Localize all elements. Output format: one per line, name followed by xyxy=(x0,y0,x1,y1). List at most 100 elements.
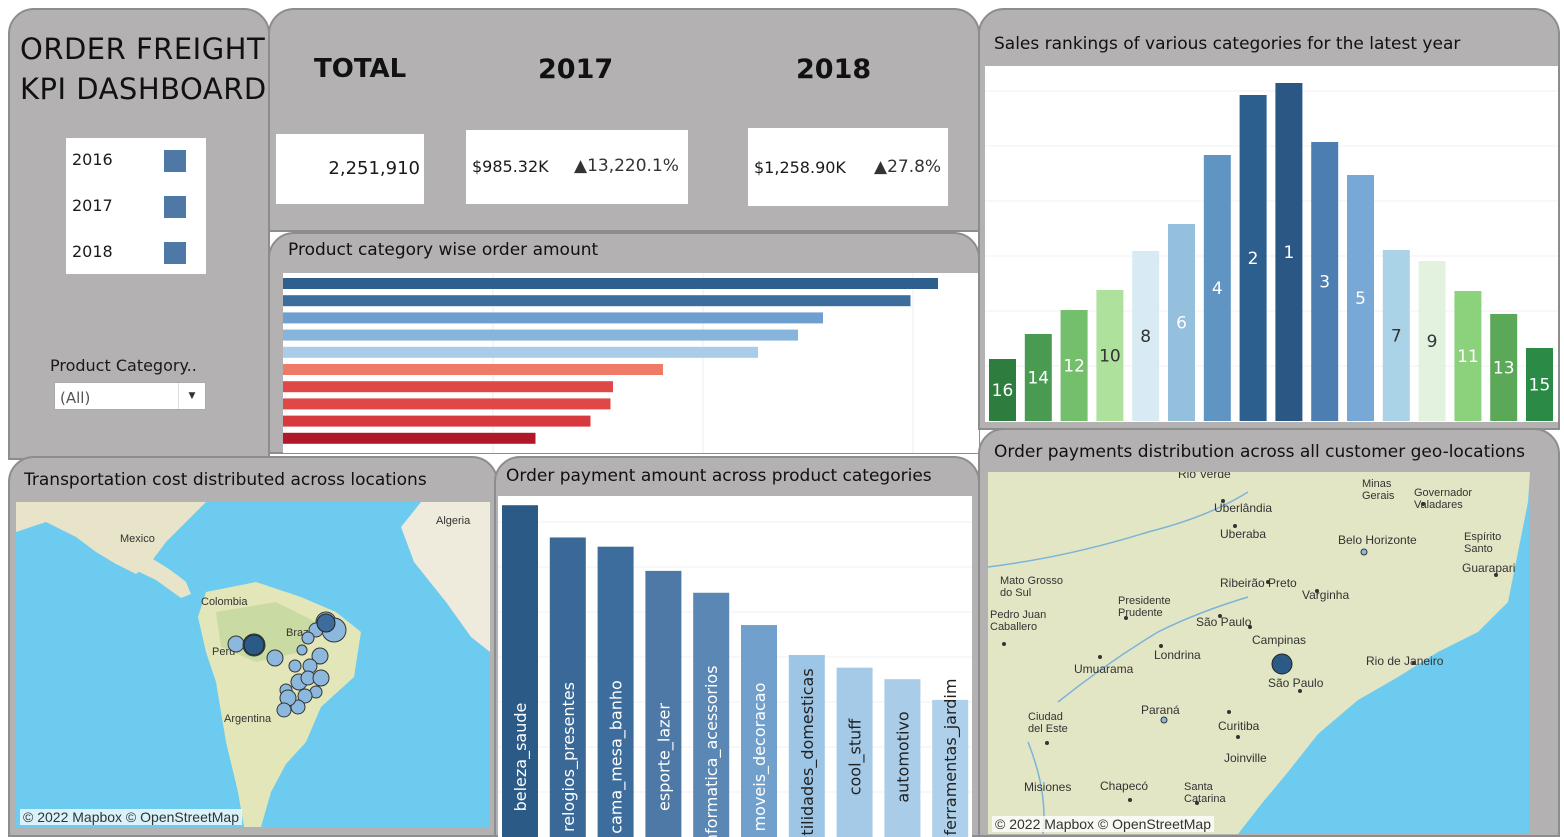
map-label: Umuarama xyxy=(1074,662,1134,676)
legend-item-2017[interactable]: 2017 xyxy=(72,196,113,215)
bar xyxy=(502,505,538,837)
bar xyxy=(283,346,758,358)
rank-label: 6 xyxy=(1176,314,1187,334)
rank-label: 10 xyxy=(1099,347,1121,367)
bar xyxy=(283,295,911,307)
category-label: ferramentas_jardim xyxy=(941,679,961,836)
total-card: 2,251,910 xyxy=(276,134,424,204)
total-value: 2,251,910 xyxy=(328,158,420,179)
bar xyxy=(283,381,613,393)
filter-value: (All) xyxy=(60,389,91,407)
rank-label: 3 xyxy=(1319,273,1330,293)
legend-item-2018[interactable]: 2018 xyxy=(72,242,113,261)
land-north-america xyxy=(16,502,206,574)
atlantic-ocean xyxy=(1238,472,1530,834)
dashboard-title-line2: KPI DASHBOARD xyxy=(20,72,267,106)
kpi-2018-change: ▲27.8% xyxy=(874,157,942,177)
legend-label: 2018 xyxy=(72,242,113,261)
category-label: relogios_presentes xyxy=(559,682,579,832)
bar xyxy=(884,679,921,837)
map-label: Ciudad del Este xyxy=(1028,711,1068,735)
bar xyxy=(741,625,777,837)
location-point xyxy=(276,702,292,718)
bar xyxy=(549,537,586,837)
kpi-2017-change: ▲13,220.1% xyxy=(574,156,679,176)
bar xyxy=(836,667,873,837)
bar xyxy=(283,415,591,427)
city-dot xyxy=(1221,499,1225,503)
map-copyright: © 2022 Mapbox © OpenStreetMap xyxy=(992,816,1214,832)
map-label: Rio de Janeiro xyxy=(1366,654,1444,668)
location-point xyxy=(316,613,336,633)
rank-label: 4 xyxy=(1212,279,1223,299)
category-label: automotivo xyxy=(893,711,912,802)
kpi-2017-value: $985.32K xyxy=(472,157,549,176)
category-filter-dropdown[interactable]: (All) ▼ xyxy=(54,382,206,410)
bar xyxy=(1382,250,1410,421)
bar xyxy=(989,359,1016,421)
dashboard-title-line1: ORDER FREIGHT xyxy=(20,32,266,66)
category-label: cama_mesa_banho xyxy=(607,680,627,834)
bar xyxy=(1168,224,1195,421)
bar xyxy=(283,278,938,289)
category-amount-title: Product category wise order amount xyxy=(288,240,599,260)
map-label: Varginha xyxy=(1302,588,1349,602)
city-dot xyxy=(1124,616,1128,620)
river xyxy=(988,491,1249,568)
year-2018-header: 2018 xyxy=(796,54,872,85)
map-label: Argentina xyxy=(224,713,272,725)
rank-label: 16 xyxy=(992,381,1014,401)
map-copyright: © 2022 Mapbox © OpenStreetMap xyxy=(20,809,242,825)
city-dot xyxy=(1421,502,1425,506)
map-label: Rio Verde xyxy=(1178,472,1231,481)
map-label: Colombia xyxy=(201,596,248,608)
kpi-2018-value: $1,258.90K xyxy=(754,158,846,177)
city-dot xyxy=(1266,580,1270,584)
map-label: Campinas xyxy=(1252,633,1306,647)
city-dot xyxy=(1233,524,1237,528)
rank-label: 2 xyxy=(1248,249,1259,269)
bar xyxy=(1490,314,1518,421)
map-label: Guarapari xyxy=(1462,561,1515,575)
city-dot xyxy=(1236,735,1240,739)
geo-title: Order payments distribution across all c… xyxy=(994,442,1526,462)
city-dot xyxy=(1298,689,1302,693)
bar xyxy=(1347,175,1374,421)
legend-item-2016[interactable]: 2016 xyxy=(72,150,113,169)
location-point xyxy=(243,634,265,656)
city-dot xyxy=(1128,798,1132,802)
year-legend: 2016 2017 2018 xyxy=(66,138,206,274)
rank-label: 13 xyxy=(1493,359,1515,379)
map-label: Santa Catarina xyxy=(1184,781,1226,805)
bar xyxy=(597,546,634,837)
map-label: Presidente Prudente xyxy=(1118,595,1171,619)
bar xyxy=(283,364,663,375)
map-label: Mato Grosso do Sul xyxy=(1000,575,1063,599)
city-dot xyxy=(1494,573,1498,577)
category-label: moveis_decoracao xyxy=(750,683,770,832)
map-label: Belo Horizonte xyxy=(1338,533,1417,547)
bar xyxy=(932,699,969,837)
rank-label: 11 xyxy=(1457,347,1479,367)
bar xyxy=(1239,95,1267,421)
kpi-panel: TOTAL 2017 2018 2,251,910 $985.32K ▲13,2… xyxy=(268,8,980,232)
map-label: Ribeirão Preto xyxy=(1220,576,1297,590)
bar xyxy=(1132,251,1160,421)
category-label: esporte_lazer xyxy=(654,703,674,811)
bar xyxy=(283,398,611,410)
rank-label: 5 xyxy=(1355,289,1366,309)
map-label: Algeria xyxy=(436,515,471,527)
bar xyxy=(645,570,682,837)
bar xyxy=(1526,348,1553,421)
location-point xyxy=(297,688,313,704)
category-label: utilidades_domesticas xyxy=(798,668,818,837)
location-point xyxy=(290,699,306,715)
year-2017-header: 2017 xyxy=(538,54,614,85)
map-label: São Paulo xyxy=(1196,615,1252,629)
city-dot xyxy=(1098,655,1102,659)
region-map[interactable]: Minas Gerais Governador Valadares Uberlândia… xyxy=(988,472,1530,834)
location-point xyxy=(312,669,330,687)
world-map[interactable]: Mexico Algeria Colombia Peru Brazil Argentina… xyxy=(16,502,490,827)
